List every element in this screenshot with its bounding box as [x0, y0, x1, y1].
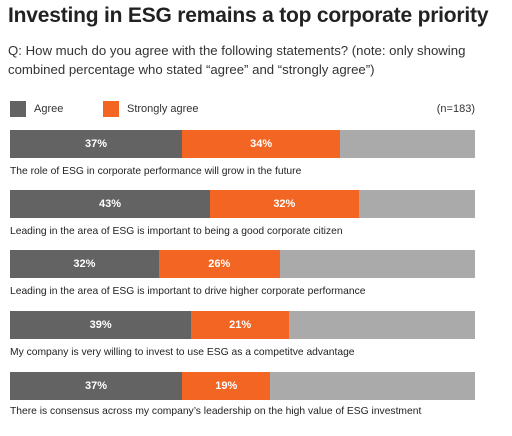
category-label-competitive-advantage: My company is very willing to invest to … [10, 347, 355, 358]
chart-title: Investing in ESG remains a top corporate… [8, 4, 489, 27]
chart-subtitle: Q: How much do you agree with the follow… [8, 43, 466, 77]
legend-item-agree: Agree [10, 101, 63, 117]
category-label-higher-performance: Leading in the area of ESG is important … [10, 286, 366, 297]
bar-segment-agree: 39% [10, 311, 192, 339]
category-label-grow-in-future: The role of ESG in corporate performance… [10, 166, 302, 177]
data-label-strongly-agree: 21% [229, 319, 252, 331]
bar-higher-performance: 32% 26% [10, 250, 475, 278]
category-label-good-citizen: Leading in the area of ESG is important … [10, 226, 343, 237]
data-label-agree: 43% [98, 198, 121, 210]
bar-segment-strongly-agree: 34% [182, 130, 341, 158]
bar-segment-strongly-agree: 19% [182, 372, 271, 400]
bar-segment-strongly-agree: 21% [191, 311, 289, 339]
legend-swatch-strongly-agree [103, 101, 119, 117]
data-label-agree: 32% [73, 258, 96, 270]
bar-good-citizen: 43% 32% [10, 190, 475, 218]
category-label-leadership-consensus: There is consensus across my company’s l… [10, 406, 422, 417]
data-label-agree: 37% [85, 380, 108, 392]
legend-label-strongly-agree: Strongly agree [127, 103, 199, 115]
bar-grow-in-future: 37% 34% [10, 130, 475, 158]
data-label-agree: 39% [89, 319, 112, 331]
bar-segment-agree: 43% [10, 190, 210, 218]
sample-size-note: (n=183) [436, 103, 475, 115]
bar-leadership-consensus: 37% 19% [10, 372, 475, 400]
bar-segment-agree: 37% [10, 372, 183, 400]
bar-competitive-advantage: 39% 21% [10, 311, 475, 339]
legend: Agree Strongly agree (n=183) [10, 101, 475, 117]
data-label-agree: 37% [85, 138, 108, 150]
bar-segment-strongly-agree: 32% [209, 190, 359, 218]
bar-segment-agree: 32% [10, 250, 159, 278]
legend-item-strongly-agree: Strongly agree [103, 101, 199, 117]
data-label-strongly-agree: 32% [273, 198, 296, 210]
bar-segment-agree: 37% [10, 130, 183, 158]
legend-label-agree: Agree [34, 103, 64, 115]
data-label-strongly-agree: 19% [215, 380, 238, 392]
bar-segment-strongly-agree: 26% [158, 250, 280, 278]
legend-swatch-agree [10, 101, 26, 117]
data-label-strongly-agree: 26% [208, 258, 231, 270]
data-label-strongly-agree: 34% [250, 138, 273, 150]
